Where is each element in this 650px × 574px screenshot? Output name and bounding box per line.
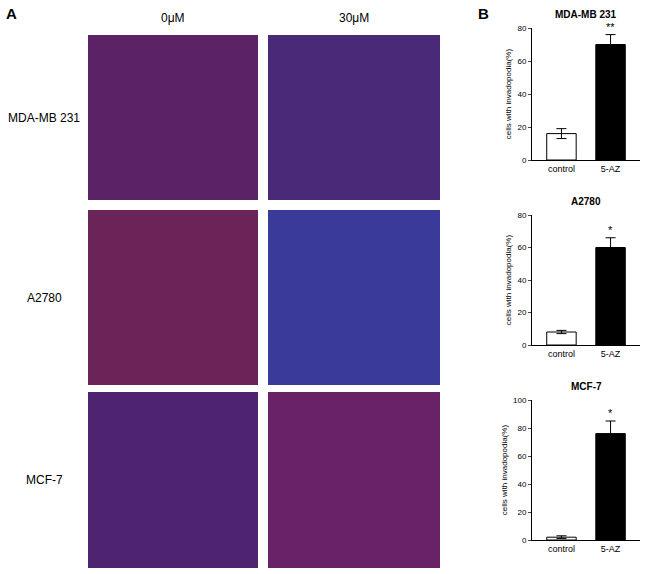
svg-text:cells with invadopodia(%): cells with invadopodia(%) bbox=[504, 49, 513, 140]
svg-text:control: control bbox=[548, 164, 575, 174]
svg-text:80: 80 bbox=[517, 211, 526, 220]
svg-text:MDA-MB 231: MDA-MB 231 bbox=[8, 111, 80, 125]
svg-text:B: B bbox=[478, 5, 489, 22]
svg-text:MCF-7: MCF-7 bbox=[571, 381, 602, 392]
svg-text:0: 0 bbox=[522, 341, 527, 350]
svg-text:control: control bbox=[548, 349, 575, 359]
svg-text:0: 0 bbox=[522, 156, 527, 165]
svg-text:80: 80 bbox=[517, 424, 526, 433]
svg-text:40: 40 bbox=[517, 480, 526, 489]
svg-text:100: 100 bbox=[513, 396, 527, 405]
svg-text:0: 0 bbox=[522, 536, 527, 545]
svg-text:0μM: 0μM bbox=[161, 11, 185, 25]
svg-text:60: 60 bbox=[517, 243, 526, 252]
svg-text:60: 60 bbox=[517, 452, 526, 461]
svg-text:5-AZ: 5-AZ bbox=[601, 164, 621, 174]
svg-text:80: 80 bbox=[517, 24, 526, 33]
svg-text:MCF-7: MCF-7 bbox=[26, 473, 63, 487]
svg-text:40: 40 bbox=[517, 276, 526, 285]
svg-text:*: * bbox=[608, 407, 613, 419]
svg-text:20: 20 bbox=[517, 508, 526, 517]
svg-text:30μM: 30μM bbox=[339, 11, 369, 25]
svg-text:cells with invadopodia(%): cells with invadopodia(%) bbox=[504, 235, 513, 326]
svg-text:60: 60 bbox=[517, 57, 526, 66]
svg-text:cells with invadopodia(%): cells with invadopodia(%) bbox=[500, 425, 509, 516]
svg-text:20: 20 bbox=[517, 123, 526, 132]
svg-text:A2780: A2780 bbox=[571, 196, 601, 207]
svg-text:**: ** bbox=[606, 21, 615, 33]
svg-text:5-AZ: 5-AZ bbox=[601, 544, 621, 554]
svg-text:control: control bbox=[548, 544, 575, 554]
svg-text:20: 20 bbox=[517, 308, 526, 317]
svg-text:A2780: A2780 bbox=[27, 291, 62, 305]
svg-text:5-AZ: 5-AZ bbox=[601, 349, 621, 359]
svg-text:MDA-MB 231: MDA-MB 231 bbox=[555, 9, 617, 20]
svg-text:*: * bbox=[608, 224, 613, 236]
svg-text:A: A bbox=[6, 5, 17, 22]
svg-text:40: 40 bbox=[517, 90, 526, 99]
